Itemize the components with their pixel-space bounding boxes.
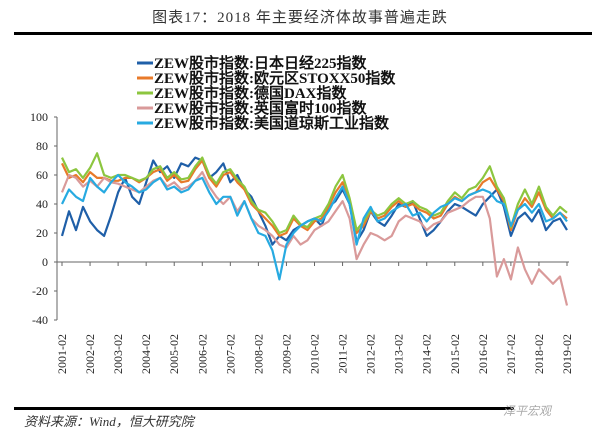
y-tick-label: -40 (32, 313, 48, 327)
legend-label: ZEW股市指数:英国富时100指数 (154, 99, 368, 117)
x-tick-label: 2009-02 (279, 334, 293, 374)
x-tick-label: 2001-02 (55, 334, 69, 374)
x-tick-label: 2007-02 (223, 334, 237, 374)
chart-title: 图表17：2018 年主要经济体故事普遍走跌 (152, 10, 448, 26)
x-tick-label: 2015-02 (448, 334, 462, 374)
x-tick-label: 2002-02 (83, 334, 97, 374)
watermark: 泽平宏观 (503, 404, 552, 418)
x-tick-label: 2013-02 (392, 334, 406, 374)
y-tick-label: 20 (36, 226, 48, 240)
axes: -40 -20 0 20 40 60 80 100 2001-02 2002-02 2003-02 2… (30, 110, 574, 374)
x-tick-label: 2004-02 (139, 334, 153, 374)
x-tick-label: 2010-02 (308, 334, 322, 374)
legend: ZEW股市指数:日本日经225指数ZEW股市指数:欧元区STOXX50指数ZEW… (137, 54, 396, 132)
y-tick-label: 60 (36, 168, 48, 182)
y-tick-label: 80 (36, 139, 48, 153)
legend-label: ZEW股市指数:美国道琼斯工业指数 (154, 114, 390, 132)
x-tick-label: 2008-02 (251, 334, 265, 374)
x-tick-label: 2011-02 (336, 334, 350, 374)
x-tick-label: 2019-02 (560, 334, 574, 374)
y-tick-label: -20 (32, 284, 48, 298)
title-divider (14, 32, 592, 35)
y-tick-label: 40 (36, 197, 48, 211)
footer-divider (14, 407, 514, 410)
x-tick-label: 2012-02 (364, 334, 378, 374)
legend-label: ZEW股市指数:欧元区STOXX50指数 (154, 69, 396, 87)
y-tick-label: 0 (42, 255, 48, 269)
legend-label: ZEW股市指数:日本日经225指数 (154, 54, 368, 72)
series-lines (60, 152, 569, 306)
x-tick-label: 2016-02 (476, 334, 490, 374)
legend-label: ZEW股市指数:德国DAX指数 (154, 84, 348, 102)
series-line-3 (60, 171, 569, 306)
x-tick-label: 2017-02 (504, 334, 518, 374)
x-tick-label: 2005-02 (167, 334, 181, 374)
x-tick-label: 2018-02 (532, 334, 546, 374)
x-tick-label: 2006-02 (195, 334, 209, 374)
y-tick-label: 100 (30, 110, 48, 124)
source-note: 资料来源：Wind，恒大研究院 (24, 414, 194, 429)
series-line-4 (61, 173, 568, 281)
x-tick-label: 2003-02 (111, 334, 125, 374)
x-tick-label: 2014-02 (420, 334, 434, 374)
